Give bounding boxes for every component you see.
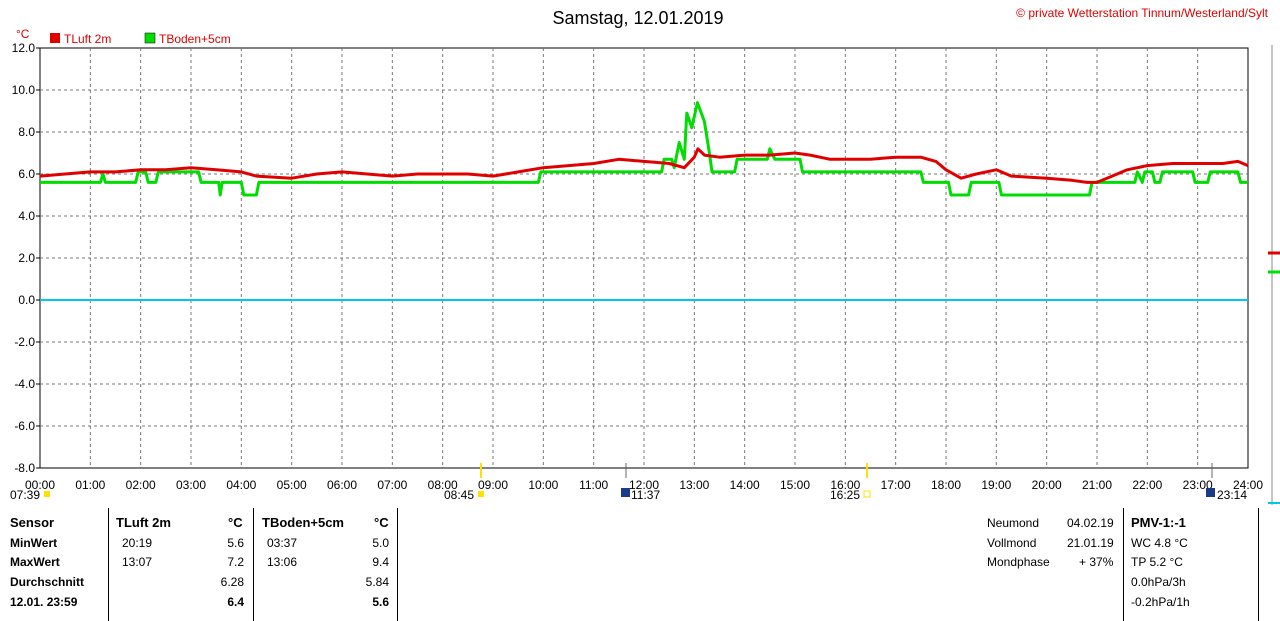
pmv-title: PMV-1:-1	[1131, 515, 1186, 530]
sun-moon-markers: 07:39 08:45 11:37 16:25 23:14	[10, 463, 1247, 502]
y-tick-label: 2.0	[18, 251, 35, 265]
x-tick-labels: 00:00 01:00 02:00 03:00 04:00 05:00 06:00 07:00…	[25, 478, 1263, 492]
pmv-tp: TP 5.2 °C	[1131, 555, 1183, 569]
header-tboden: TBoden+5cm	[262, 515, 344, 530]
moonset-time: 23:14	[1217, 488, 1247, 502]
moon-phase-value: + 37%	[1079, 555, 1114, 569]
sunset-time: 16:25	[830, 488, 860, 502]
moon-full-value: 21.01.19	[1067, 536, 1114, 550]
x-tick-label: 02:00	[126, 478, 156, 492]
y-tick-label: -6.0	[14, 419, 35, 433]
y-tick-label: -2.0	[14, 335, 35, 349]
row-label: 12.01. 23:59	[10, 595, 78, 609]
x-tick-label: 20:00	[1032, 478, 1062, 492]
x-tick-label: 13:00	[679, 478, 709, 492]
y-tick-label: -8.0	[14, 461, 35, 475]
x-tick-label: 04:00	[226, 478, 256, 492]
row-time-tluft: 20:19	[122, 536, 153, 550]
moon-phase-label: Mondphase	[987, 555, 1050, 569]
x-tick-label: 24:00	[1233, 478, 1263, 492]
moon-time: 11:37	[631, 488, 660, 502]
x-tick-label: 23:00	[1183, 478, 1213, 492]
x-tick-label: 11:00	[579, 478, 608, 492]
right-axis	[1268, 45, 1280, 505]
moon-full-label: Vollmond	[987, 536, 1037, 550]
x-tick-label: 19:00	[981, 478, 1011, 492]
x-tick-label: 09:00	[478, 478, 508, 492]
x-tick-label: 10:00	[528, 478, 558, 492]
x-tick-label: 05:00	[277, 478, 307, 492]
y-axis-unit: °C	[16, 27, 30, 41]
legend-swatch-tluft	[50, 33, 60, 43]
series-line-tluft	[39, 147, 1249, 184]
row-label: MaxWert	[10, 555, 60, 569]
grid	[40, 48, 1248, 468]
row-label: Durchschnitt	[10, 575, 85, 589]
row-value-tboden: 5.0	[372, 536, 389, 550]
row-value-tluft: 6.4	[227, 595, 244, 609]
x-tick-label: 03:00	[176, 478, 206, 492]
row-value-tluft: 7.2	[227, 555, 244, 569]
copyright-text: © private Wetterstation Tinnum/Westerlan…	[1016, 6, 1269, 20]
x-tick-label: 08:00	[428, 478, 458, 492]
series-lines	[39, 101, 1249, 197]
x-tick-label: 15:00	[780, 478, 810, 492]
x-tick-label: 21:00	[1082, 478, 1112, 492]
x-tick-label: 22:00	[1132, 478, 1162, 492]
row-time-tboden: 03:37	[267, 536, 298, 550]
y-tick-label: 8.0	[18, 125, 35, 139]
header-unit2: °C	[374, 515, 389, 530]
row-value-tboden: 5.6	[372, 595, 389, 609]
x-tick-label: 16:00	[830, 478, 860, 492]
moon-new-value: 04.02.19	[1067, 516, 1114, 530]
row-value-tboden: 9.4	[372, 555, 389, 569]
row-value-tluft: 5.6	[227, 536, 244, 550]
pmv-p1h: -0.2hPa/1h	[1131, 595, 1190, 609]
y-tick-label: 12.0	[12, 41, 36, 55]
x-tick-label: 12:00	[629, 478, 659, 492]
header-unit1: °C	[228, 515, 243, 530]
legend: TLuft 2m TBoden+5cm	[50, 32, 231, 46]
x-tick-label: 07:00	[377, 478, 407, 492]
legend-swatch-tboden	[144, 32, 156, 44]
y-tick-label: 0.0	[18, 293, 35, 307]
x-tick-label: 18:00	[931, 478, 961, 492]
sun-high-time: 08:45	[444, 488, 474, 502]
row-label: MinWert	[10, 536, 58, 550]
temperature-chart: Samstag, 12.01.2019 © private Wetterstat…	[10, 6, 1280, 505]
y-tick-label: 4.0	[18, 209, 35, 223]
chart-title: Samstag, 12.01.2019	[552, 8, 723, 28]
x-tick-label: 01:00	[75, 478, 105, 492]
row-value-tboden: 5.84	[365, 575, 389, 589]
y-tick-label: -4.0	[14, 377, 35, 391]
header-tluft: TLuft 2m	[116, 515, 171, 530]
y-tick-labels: 12.0 10.0 8.0 6.0 4.0 2.0 0.0 -2.0 -4.0 -6.0 -8.0	[12, 41, 40, 475]
row-time-tboden: 13:06	[267, 555, 298, 569]
legend-label-tluft: TLuft 2m	[64, 32, 111, 46]
x-tick-label: 17:00	[881, 478, 911, 492]
x-tick-label: 14:00	[730, 478, 760, 492]
moon-new-label: Neumond	[987, 516, 1040, 530]
header-sensor: Sensor	[10, 515, 55, 530]
x-tick-label: 06:00	[327, 478, 357, 492]
row-time-tluft: 13:07	[122, 555, 153, 569]
series-line-tboden	[40, 101, 1248, 197]
legend-label-tboden: TBoden+5cm	[159, 32, 231, 46]
y-tick-label: 6.0	[18, 167, 35, 181]
pmv-wc: WC 4.8 °C	[1131, 536, 1188, 550]
y-tick-label: 10.0	[12, 83, 36, 97]
x-tick-label: 00:00	[25, 478, 55, 492]
pmv-p3h: 0.0hPa/3h	[1131, 575, 1186, 589]
row-value-tluft: 6.28	[220, 575, 244, 589]
sunrise-time: 07:39	[10, 488, 40, 502]
